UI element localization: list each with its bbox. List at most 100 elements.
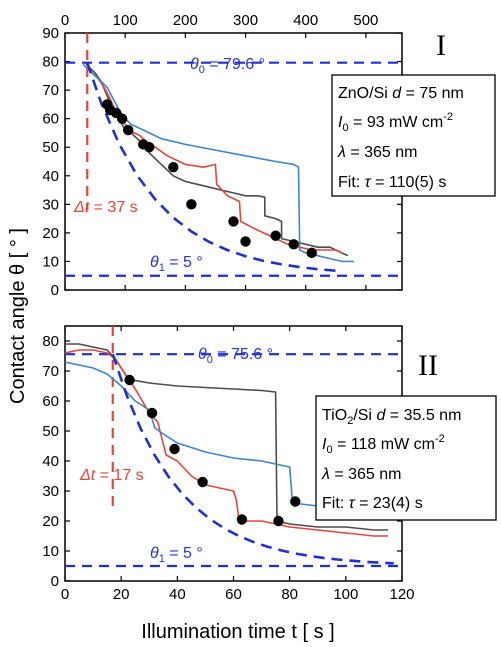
series-line-black-1 bbox=[83, 61, 349, 257]
y-tick-label-2: 30 bbox=[42, 483, 59, 500]
info-d-val-1: = 75 nm bbox=[401, 85, 464, 102]
panel-label-2: II bbox=[418, 349, 438, 382]
info-box-frame-2 bbox=[315, 395, 497, 521]
x-ticks-2: 0 20 40 60 80 100 120 bbox=[61, 326, 415, 603]
theta0-val-1: = 79.6 ° bbox=[205, 56, 265, 73]
data-point-2 bbox=[290, 496, 301, 507]
info-line-intensity-2: I0 = 118 mW cm-2 bbox=[322, 433, 445, 456]
theta1-sub-1: 1 bbox=[159, 262, 165, 274]
y-tick-label-2: 70 bbox=[42, 363, 59, 380]
y-tick-label-2: 40 bbox=[42, 453, 59, 470]
points-1 bbox=[101, 99, 317, 259]
top-tick-label-1: 400 bbox=[293, 12, 318, 29]
info-mat-sub-2: 2 bbox=[347, 415, 353, 427]
data-point-1 bbox=[168, 162, 179, 173]
info-i-exp-1: -2 bbox=[443, 111, 453, 123]
fit-curve-2 bbox=[111, 353, 394, 565]
y-tick-label-2: 0 bbox=[51, 573, 59, 590]
info-i-sym-1: I bbox=[338, 114, 343, 131]
y-tick-label-2: 80 bbox=[42, 333, 59, 350]
y-tick-label-1: 90 bbox=[42, 25, 59, 42]
info-material-2: TiO bbox=[322, 407, 347, 424]
series-line-blue-2 bbox=[65, 361, 402, 513]
y-tick-label-2: 20 bbox=[42, 513, 59, 530]
x-tick-label-2: 120 bbox=[389, 586, 414, 603]
info-lambda-val-2: = 365 nm bbox=[330, 466, 402, 483]
data-point-2 bbox=[273, 515, 284, 527]
y-tick-label-1: 80 bbox=[42, 54, 59, 71]
y-tick-label-1: 30 bbox=[42, 196, 59, 213]
info-d-sym-2: d bbox=[376, 407, 386, 424]
dt-label-1: Δt = 37 s bbox=[73, 199, 138, 216]
y-tick-label-2: 50 bbox=[42, 423, 59, 440]
theta0-sub-2: 0 bbox=[207, 354, 213, 366]
data-point-1 bbox=[186, 199, 197, 210]
data-point-1 bbox=[144, 142, 155, 153]
y-tick-label-2: 60 bbox=[42, 393, 59, 410]
x-tick-label-2: 0 bbox=[61, 586, 69, 603]
theta0-sym-2: θ bbox=[198, 346, 207, 363]
y-tick-label-1: 70 bbox=[42, 82, 59, 99]
info-material-1: ZnO/Si bbox=[338, 85, 392, 102]
info-material2-2: /Si bbox=[353, 407, 376, 424]
theta0-sub-1: 0 bbox=[199, 64, 205, 76]
series-line-red-1 bbox=[85, 66, 343, 254]
info-box-1: ZnO/Si d = 75 nm I0 = 93 mW cm-2 λ = 365… bbox=[331, 74, 496, 197]
y-tick-label-1: 20 bbox=[42, 225, 59, 242]
info-i-sub-2: 0 bbox=[326, 444, 332, 456]
info-d-val-2: = 35.5 nm bbox=[385, 407, 461, 424]
info-i-sub-1: 0 bbox=[342, 122, 348, 134]
info-line-fit-1: Fit: τ = 110(5) s bbox=[338, 174, 446, 191]
theta1-sym-1: θ bbox=[150, 254, 159, 271]
info-i-exp-2: -2 bbox=[435, 433, 445, 445]
fit-curve-1 bbox=[86, 62, 336, 272]
theta1-sym-2: θ bbox=[150, 545, 159, 562]
series-line-black-2 bbox=[65, 343, 388, 531]
theta0-label-2: θ0 = 75.6 ° bbox=[198, 346, 273, 366]
theta1-sub-2: 1 bbox=[159, 553, 165, 565]
info-fit-2: Fit: bbox=[322, 495, 349, 512]
theta1-label-2: θ1 = 5 ° bbox=[150, 545, 203, 565]
top-tick-label-1: 100 bbox=[113, 12, 138, 29]
info-box-2: TiO2/Si d = 35.5 nm I0 = 118 mW cm-2 λ =… bbox=[315, 395, 497, 521]
info-tau-sym-1: τ bbox=[365, 174, 372, 191]
y-tick-label-1: 50 bbox=[42, 139, 59, 156]
info-box-frame-1 bbox=[331, 74, 496, 197]
x-tick-label-2: 60 bbox=[225, 586, 242, 603]
y-tick-label-1: 40 bbox=[42, 168, 59, 185]
dt-val-1: = 37 s bbox=[89, 199, 137, 216]
top-tick-label-1: 500 bbox=[353, 12, 378, 29]
info-line-lambda-2: λ = 365 nm bbox=[321, 466, 401, 483]
info-i-val-1: = 93 mW cm bbox=[349, 114, 444, 131]
data-point-1 bbox=[288, 239, 299, 250]
data-point-2 bbox=[124, 374, 135, 386]
data-point-1 bbox=[122, 124, 134, 136]
info-line-intensity-1: I0 = 93 mW cm-2 bbox=[338, 111, 453, 134]
data-point-1 bbox=[228, 216, 239, 227]
dt-sym-1: Δt bbox=[73, 199, 90, 216]
info-line-lambda-1: λ = 365 nm bbox=[337, 144, 417, 161]
y-tick-label-1: 0 bbox=[51, 282, 59, 299]
top-tick-label-1: 0 bbox=[61, 12, 69, 29]
info-line-material-2: TiO2/Si d = 35.5 nm bbox=[322, 407, 461, 427]
info-i-val-2: = 118 mW cm bbox=[333, 436, 435, 453]
info-line-material-1: ZnO/Si d = 75 nm bbox=[338, 85, 464, 102]
top-x-ticks-1: 0 100 200 300 400 500 bbox=[61, 12, 378, 290]
points-2 bbox=[124, 374, 301, 527]
data-point-1 bbox=[240, 236, 251, 247]
dt-label-2: Δt = 17 s bbox=[79, 467, 144, 484]
info-line-fit-2: Fit: τ = 23(4) s bbox=[322, 495, 423, 512]
y-tick-label-2: 10 bbox=[42, 543, 59, 560]
series-group-1 bbox=[82, 61, 354, 263]
data-point-1 bbox=[270, 230, 281, 241]
series-line-blue-1 bbox=[82, 63, 354, 263]
theta1-label-1: θ1 = 5 ° bbox=[150, 254, 203, 274]
x-tick-label-2: 40 bbox=[169, 586, 186, 603]
data-point-1 bbox=[306, 247, 317, 259]
theta0-label-1: θ0 = 79.6 ° bbox=[190, 56, 265, 76]
